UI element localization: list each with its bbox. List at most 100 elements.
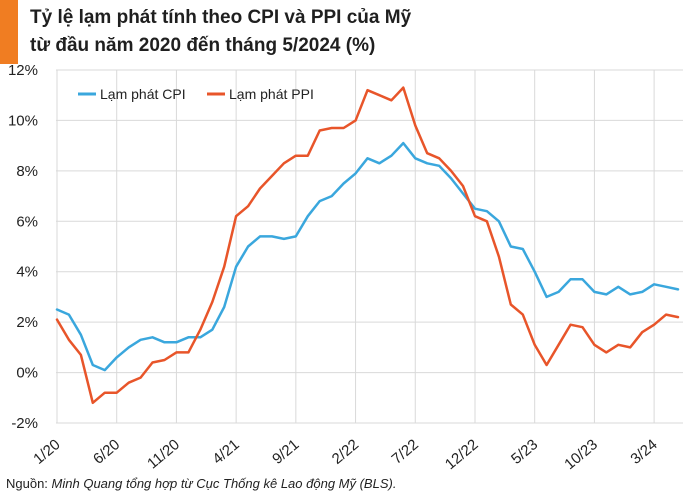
legend: Lạm phát CPI Lạm phát PPI: [78, 86, 314, 102]
ppi-point: [354, 119, 357, 122]
x-tick-label: 3/24: [627, 436, 660, 468]
ppi-point: [199, 328, 202, 331]
ppi-point: [450, 169, 452, 172]
ppi-point: [103, 391, 106, 394]
cpi-point: [115, 356, 118, 359]
cpi-line: [55, 141, 680, 372]
ppi-point: [56, 318, 58, 321]
cpi-point: [56, 308, 58, 311]
cpi-point: [390, 154, 393, 157]
ppi-point: [235, 215, 238, 218]
ppi-point: [605, 351, 608, 354]
source-note: Nguồn: Minh Quang tổng hợp từ Cục Thống …: [6, 476, 396, 491]
cpi-point: [175, 341, 178, 344]
ppi-point: [127, 381, 130, 384]
ppi-point: [438, 157, 441, 160]
source-label: Nguồn:: [6, 476, 48, 491]
cpi-point: [545, 296, 548, 298]
ppi-point: [629, 346, 632, 349]
cpi-point: [127, 346, 130, 349]
ppi-point: [545, 364, 548, 366]
cpi-point: [318, 200, 321, 203]
cpi-point: [533, 270, 536, 273]
cpi-point: [366, 157, 369, 160]
cpi-point: [414, 157, 417, 160]
y-tick-label: 8%: [16, 163, 38, 180]
ppi-point: [390, 99, 393, 102]
cpi-point: [330, 195, 333, 197]
cpi-point: [653, 283, 656, 286]
cpi-point: [438, 164, 441, 167]
ppi-point: [175, 351, 178, 354]
gridlines: [56, 69, 683, 424]
ppi-point: [79, 354, 82, 356]
cpi-point: [665, 285, 667, 288]
x-tick-label: 6/20: [90, 436, 123, 468]
cpi-point: [259, 235, 261, 238]
cpi-point: [247, 245, 249, 248]
cpi-point: [497, 220, 500, 223]
title-line-1: Tỷ lệ lạm phát tính theo CPI và PPI của …: [30, 7, 412, 28]
cpi-point: [163, 341, 166, 344]
ppi-point: [378, 94, 381, 97]
cpi-point: [462, 192, 464, 195]
ppi-legend-label: Lạm phát PPI: [229, 86, 314, 102]
ppi-point: [509, 303, 512, 306]
cpi-point: [605, 293, 608, 296]
cpi-point: [617, 285, 620, 288]
ppi-point: [115, 391, 118, 394]
ppi-point: [426, 152, 429, 155]
cpi-point: [486, 210, 488, 213]
ppi-point: [414, 124, 417, 127]
cpi-point: [509, 245, 512, 248]
ppi-point: [223, 265, 226, 268]
ppi-point: [68, 338, 70, 341]
cpi-point: [593, 290, 596, 293]
ppi-point: [581, 326, 584, 329]
line-chart: -2% 0% 2% 4% 6% 8% 10% 12% 1/20 6/20 11/20 4/21 9/2…: [8, 62, 683, 470]
ppi-point: [330, 127, 333, 129]
cpi-point: [187, 336, 190, 339]
ppi-point: [497, 255, 500, 258]
ppi-point: [294, 154, 297, 157]
ppi-point: [486, 220, 488, 223]
cpi-point: [569, 278, 572, 281]
x-axis-tick-labels: 1/20 6/20 11/20 4/21 9/21 2/22 7/22 12/22 5/23 10…: [30, 436, 660, 470]
x-tick-label: 4/21: [209, 436, 242, 468]
cpi-point: [294, 235, 297, 238]
cpi-point: [139, 338, 142, 341]
cpi-point: [91, 364, 94, 366]
cpi-point: [581, 278, 584, 281]
y-tick-label: -2%: [11, 415, 38, 432]
cpi-legend-label: Lạm phát CPI: [100, 86, 186, 102]
cpi-point: [103, 369, 106, 371]
ppi-point: [569, 323, 572, 326]
cpi-point: [271, 235, 273, 238]
ppi-point: [593, 343, 596, 346]
x-tick-label: 10/23: [561, 436, 601, 470]
ppi-point: [402, 86, 405, 89]
ppi-point: [366, 89, 369, 92]
y-tick-label: 4%: [16, 264, 38, 281]
ppi-point: [139, 376, 142, 379]
cpi-point: [521, 248, 524, 250]
ppi-point: [259, 187, 261, 190]
cpi-point: [474, 207, 476, 210]
cpi-point: [450, 177, 452, 180]
x-tick-label: 2/22: [329, 436, 362, 468]
title-line-2: từ đầu năm 2020 đến tháng 5/2024 (%): [30, 35, 376, 56]
cpi-point: [629, 293, 632, 296]
cpi-point: [354, 172, 357, 175]
y-tick-label: 0%: [16, 365, 38, 382]
cpi-point: [641, 290, 644, 293]
ppi-point: [306, 154, 309, 157]
ppi-point: [342, 127, 345, 129]
y-tick-label: 6%: [16, 213, 38, 230]
series-lines: [55, 86, 680, 405]
cpi-point: [235, 265, 238, 268]
ppi-point: [271, 175, 273, 177]
x-tick-label: 5/23: [508, 436, 541, 468]
ppi-point: [247, 205, 249, 208]
ppi-point: [521, 313, 524, 316]
x-tick-label: 9/21: [269, 436, 302, 468]
